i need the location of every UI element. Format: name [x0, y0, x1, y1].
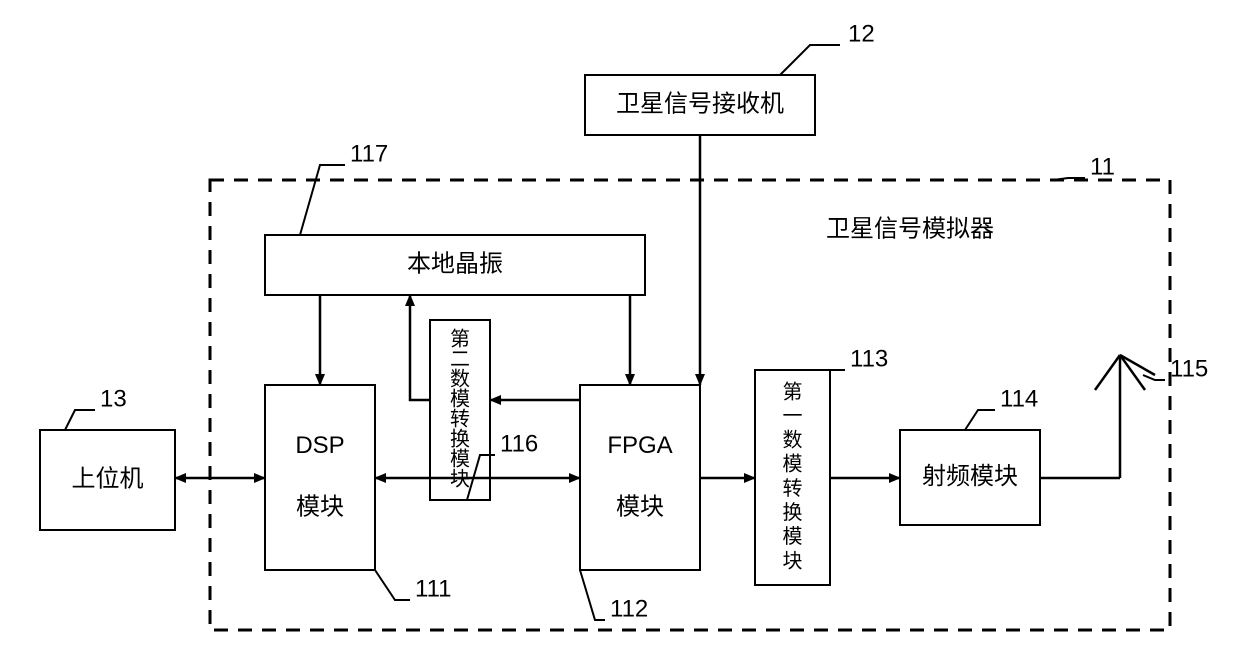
dac2-char-2: 数	[450, 367, 470, 390]
fpga-block: FPGA 模块 112	[580, 385, 700, 622]
antenna-icon: 115	[1095, 355, 1208, 478]
dac1-char-3: 模	[783, 453, 803, 476]
receiver-block: 卫星信号接收机 12	[585, 20, 875, 135]
ref-13: 13	[100, 385, 127, 412]
ref-113: 113	[850, 345, 888, 372]
fpga-line-0: FPGA	[607, 432, 672, 459]
dac2-char-5: 换	[450, 427, 470, 450]
ref-112: 112	[610, 595, 648, 622]
dac1-block: 第一数模转换模块113	[755, 345, 888, 585]
dac1-char-5: 换	[783, 501, 803, 524]
ref-117: 117	[350, 140, 388, 167]
dsp-line-0: DSP	[295, 432, 344, 459]
host-block: 上位机 13	[40, 385, 175, 530]
dac2-char-0: 第	[450, 327, 470, 350]
local_osc-block: 本地晶振 117	[265, 140, 645, 295]
dac1-char-6: 模	[783, 525, 803, 548]
rf-line-0: 射频模块	[922, 463, 1018, 490]
connection	[410, 295, 430, 400]
host-line-0: 上位机	[72, 465, 144, 492]
dsp-block: DSP 模块 111	[265, 385, 451, 602]
ref-12: 12	[848, 20, 875, 47]
fpga-line-1: 模块	[616, 494, 664, 521]
simulator-title: 卫星信号模拟器	[826, 215, 994, 242]
dac1-char-7: 块	[783, 549, 803, 572]
dac1-char-2: 数	[783, 429, 803, 452]
dac2-char-4: 转	[450, 407, 470, 430]
dac1-char-4: 转	[783, 477, 803, 500]
dac2-block: 第二数模转换模块116	[430, 320, 538, 500]
dac1-char-0: 第	[783, 380, 803, 403]
ref-114: 114	[1000, 385, 1038, 412]
ref-111: 111	[415, 575, 451, 602]
receiver-line-0: 卫星信号接收机	[616, 90, 784, 117]
ref-11: 11	[1090, 153, 1115, 180]
dac2-char-1: 二	[450, 348, 470, 370]
ref-116: 116	[500, 430, 538, 457]
ref-115: 115	[1170, 355, 1208, 382]
local_osc-line-0: 本地晶振	[407, 250, 503, 277]
dac2-char-6: 模	[450, 447, 470, 470]
dac2-char-3: 模	[450, 387, 470, 410]
dac1-char-1: 一	[783, 405, 803, 427]
rf-block: 射频模块 114	[900, 385, 1040, 525]
dsp-line-1: 模块	[296, 494, 344, 521]
